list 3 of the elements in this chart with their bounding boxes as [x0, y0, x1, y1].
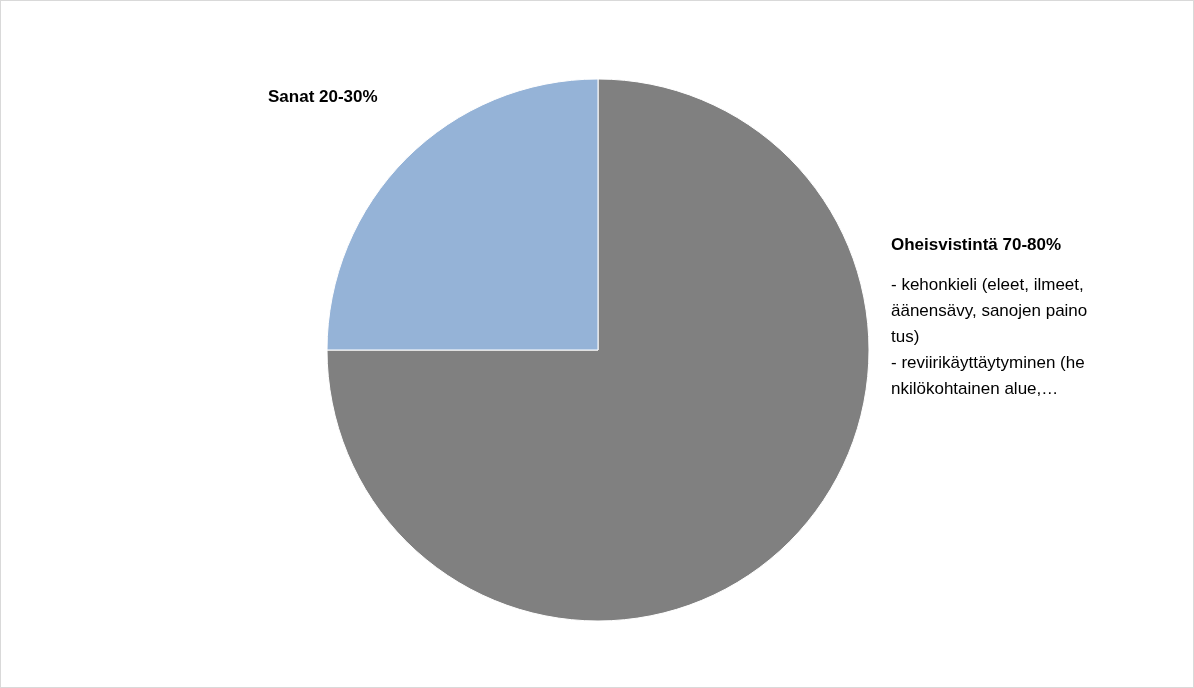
text: - kehonkieli (eleet, ilmeet, äänensävy, sanojen painotus) - reviirikäyttäytyminen (henkilökohtainen alue,…: [891, 274, 1089, 400]
slice-label: Sanat 20-30%: [267, 85, 378, 108]
slice-label: Oheisvistintä 70-80%: [891, 234, 1063, 256]
